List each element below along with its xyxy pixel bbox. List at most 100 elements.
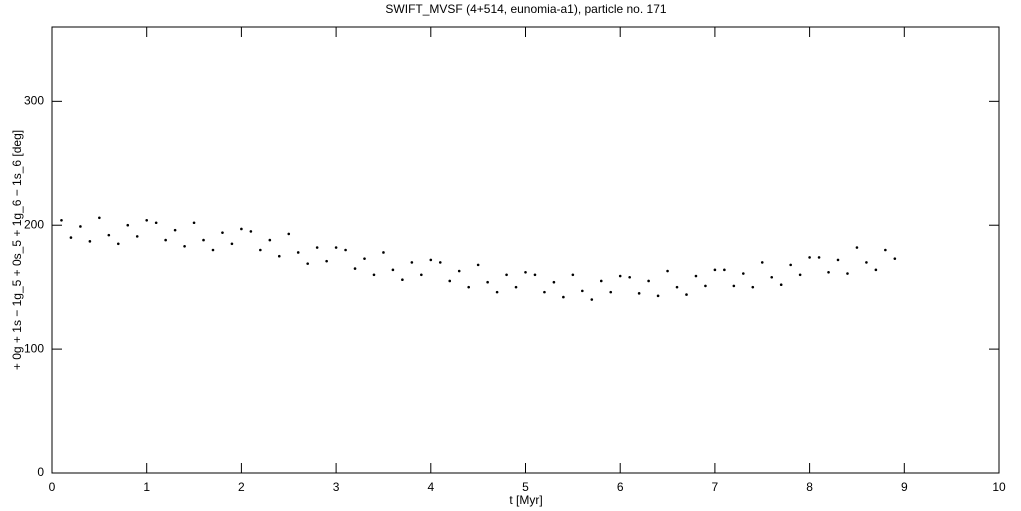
point bbox=[126, 223, 130, 227]
point bbox=[438, 261, 442, 264]
point bbox=[723, 268, 726, 272]
point bbox=[240, 227, 243, 231]
point bbox=[296, 251, 300, 254]
point bbox=[505, 273, 508, 277]
point bbox=[457, 269, 461, 273]
point bbox=[609, 290, 613, 294]
x-tick-label: 5 bbox=[522, 480, 529, 494]
point bbox=[571, 273, 575, 277]
point bbox=[88, 240, 92, 243]
point bbox=[855, 246, 859, 249]
x-axis-label: t [Myr] bbox=[509, 493, 542, 507]
point bbox=[656, 294, 660, 298]
point bbox=[164, 238, 167, 242]
point bbox=[420, 273, 423, 277]
y-tick-label: 100 bbox=[24, 341, 44, 355]
point bbox=[448, 279, 452, 283]
point bbox=[590, 298, 594, 301]
y-tick-label: 300 bbox=[24, 94, 44, 108]
x-tick-label: 3 bbox=[333, 480, 340, 494]
x-tick-label: 6 bbox=[617, 480, 624, 494]
point bbox=[770, 275, 774, 279]
point bbox=[552, 280, 556, 284]
point bbox=[230, 242, 234, 246]
point bbox=[713, 268, 717, 272]
x-tick-label: 4 bbox=[427, 480, 434, 494]
point bbox=[173, 228, 177, 232]
point bbox=[249, 230, 253, 233]
point bbox=[685, 293, 688, 296]
point bbox=[562, 295, 565, 299]
point bbox=[817, 256, 821, 259]
point bbox=[154, 221, 158, 225]
y-tick-label: 200 bbox=[24, 217, 44, 231]
point bbox=[637, 292, 641, 295]
chart-title: SWIFT_MVSF (4+514, eunomia-a1), particle… bbox=[385, 2, 666, 16]
point bbox=[628, 275, 631, 279]
point bbox=[865, 261, 868, 264]
point bbox=[675, 285, 679, 289]
point bbox=[884, 248, 887, 252]
point bbox=[221, 231, 224, 234]
point bbox=[135, 235, 139, 238]
point bbox=[581, 289, 584, 293]
point bbox=[391, 268, 395, 272]
point bbox=[694, 274, 698, 278]
point bbox=[476, 263, 480, 267]
point bbox=[827, 271, 830, 274]
point bbox=[429, 258, 433, 262]
point bbox=[836, 258, 840, 262]
point bbox=[98, 216, 101, 220]
point bbox=[467, 285, 470, 289]
point bbox=[306, 262, 309, 265]
point bbox=[382, 251, 385, 254]
point bbox=[846, 272, 849, 275]
point bbox=[202, 238, 205, 242]
point bbox=[363, 257, 366, 260]
point bbox=[751, 285, 755, 289]
point bbox=[599, 279, 603, 283]
x-tick-label: 0 bbox=[49, 480, 56, 494]
x-tick-label: 2 bbox=[238, 480, 245, 494]
point bbox=[779, 283, 783, 286]
point bbox=[524, 271, 527, 274]
point bbox=[543, 290, 546, 294]
point bbox=[760, 261, 764, 264]
point bbox=[192, 221, 196, 225]
point bbox=[666, 269, 669, 273]
plot-frame bbox=[51, 26, 1000, 474]
point bbox=[334, 246, 338, 249]
x-tick-label: 1 bbox=[143, 480, 150, 494]
point bbox=[79, 225, 82, 228]
point bbox=[277, 254, 281, 258]
point bbox=[353, 267, 357, 270]
point bbox=[372, 273, 376, 277]
x-tick-label: 7 bbox=[712, 480, 719, 494]
point bbox=[107, 233, 111, 237]
x-tick-label: 9 bbox=[901, 480, 908, 494]
y-axis-label: + 0g + 1s − 1g_5 + 0s_5 + 1g_6 − 1s_6 [d… bbox=[10, 130, 24, 370]
point bbox=[259, 248, 262, 252]
point bbox=[315, 246, 319, 249]
point bbox=[325, 259, 328, 263]
point bbox=[618, 274, 622, 278]
point bbox=[893, 257, 897, 260]
point bbox=[808, 256, 811, 259]
point bbox=[495, 290, 499, 294]
point bbox=[116, 242, 120, 246]
point bbox=[287, 232, 291, 236]
point bbox=[401, 278, 404, 282]
point bbox=[268, 238, 272, 242]
y-tick-label: 0 bbox=[37, 465, 44, 479]
point bbox=[732, 284, 736, 288]
x-tick-label: 8 bbox=[806, 480, 813, 494]
point bbox=[211, 248, 215, 252]
point bbox=[344, 248, 347, 252]
point bbox=[69, 236, 73, 239]
point bbox=[874, 268, 878, 272]
point bbox=[798, 273, 802, 277]
point bbox=[145, 218, 148, 222]
point bbox=[704, 284, 707, 288]
point bbox=[60, 218, 63, 222]
